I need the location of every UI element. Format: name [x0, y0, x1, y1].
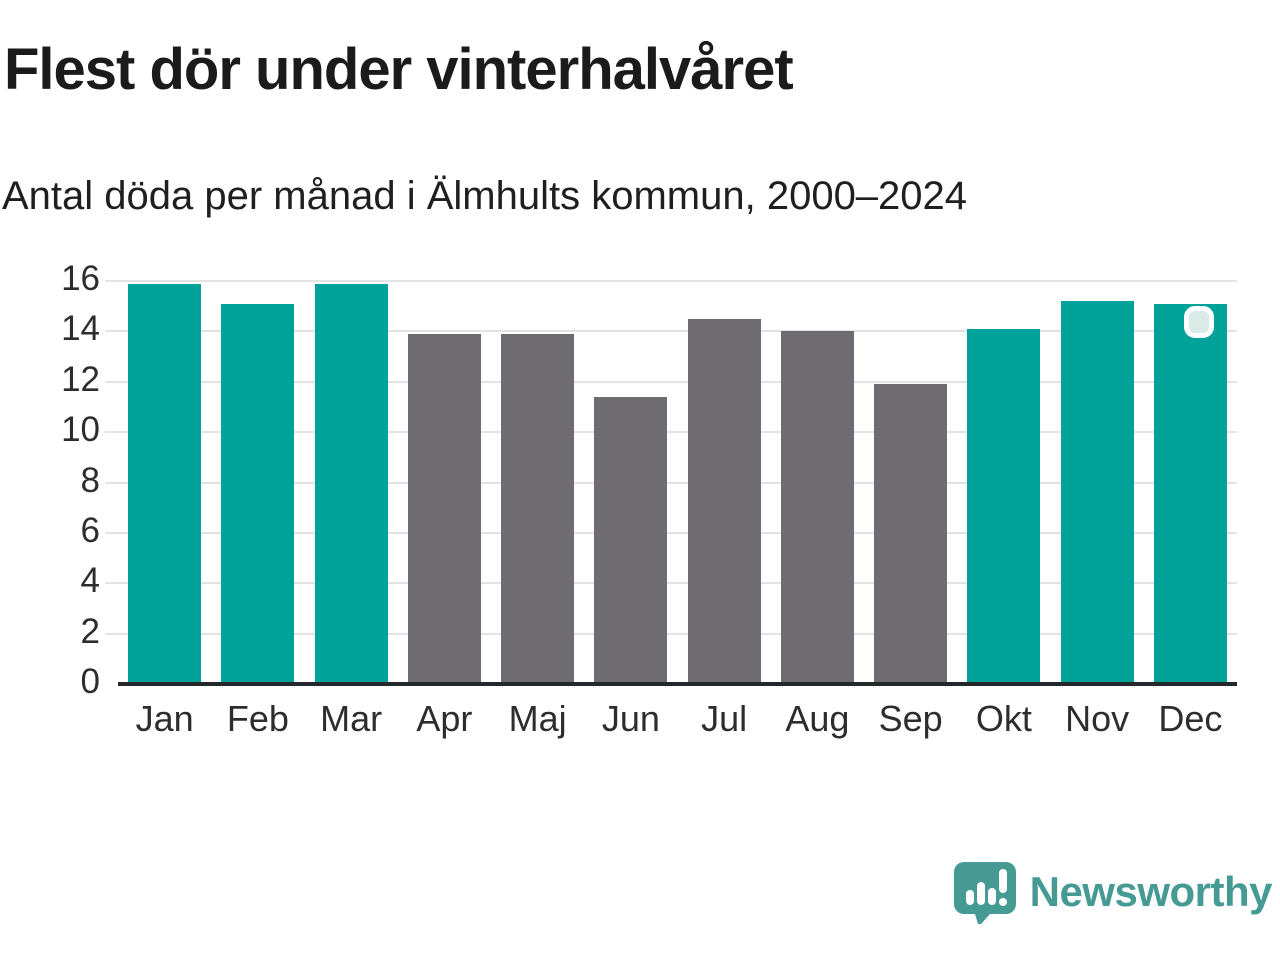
bar-cell-feb — [211, 281, 304, 684]
x-tick-label-okt: Okt — [975, 698, 1032, 739]
bar-cell-jan — [118, 281, 211, 684]
gridline-10 — [105, 431, 1237, 434]
x-tick-label-sep: Sep — [878, 698, 943, 739]
newsworthy-brand[interactable]: Newsworthy — [953, 860, 1273, 924]
y-tick-label-16: 16 — [61, 259, 100, 298]
gridline-12 — [105, 380, 1237, 383]
y-tick-label-14: 14 — [61, 309, 100, 349]
y-tick-label-0: 0 — [80, 662, 100, 701]
bar-cell-dec — [1144, 281, 1237, 684]
bar-feb[interactable] — [221, 303, 295, 684]
x-tick-label-mar: Mar — [320, 698, 383, 739]
bar-aug[interactable] — [780, 331, 854, 684]
gridline-14 — [105, 330, 1237, 333]
bar-cell-sep — [864, 281, 957, 684]
y-tick-label-8: 8 — [80, 460, 100, 500]
bar-nov[interactable] — [1060, 301, 1134, 684]
chart-title: Flest dör under vinterhalvåret — [4, 37, 794, 102]
bar-cell-mar — [305, 281, 398, 684]
x-tick-label-feb: Feb — [226, 698, 289, 739]
bar-dec[interactable] — [1153, 303, 1227, 684]
bar-mar[interactable] — [314, 283, 388, 684]
x-tick-label-jun: Jun — [601, 698, 660, 739]
x-tick-label-jan: Jan — [135, 698, 194, 739]
x-tick-label-dec: Dec — [1158, 698, 1223, 739]
bar-apr[interactable] — [407, 333, 481, 684]
gridline-16 — [105, 280, 1237, 282]
brand-name: Newsworthy — [1029, 868, 1273, 915]
y-tick-label-2: 2 — [80, 611, 100, 651]
bar-cell-okt — [957, 281, 1050, 684]
bar-okt[interactable] — [967, 328, 1041, 684]
bar-jul[interactable] — [687, 318, 761, 684]
bar-cell-aug — [771, 281, 864, 684]
chart-subtitle: Antal döda per månad i Älmhults kommun, … — [2, 174, 968, 218]
x-tick-label-aug: Aug — [785, 698, 850, 739]
bar-maj[interactable] — [501, 333, 575, 684]
bar-cell-apr — [398, 281, 491, 684]
gridline-6 — [105, 531, 1237, 534]
bar-series — [118, 281, 1237, 684]
bar-jun[interactable] — [594, 396, 668, 684]
x-axis-tick-labels: Jan Feb Mar Apr Maj Jun Jul Aug Sep Okt Nov Dec — [118, 698, 1237, 740]
x-tick-label-maj: Maj — [508, 698, 567, 739]
x-tick-label-apr: Apr — [416, 698, 473, 739]
bar-highlight-handle-icon[interactable] — [1183, 305, 1214, 338]
x-tick-label-jul: Jul — [701, 698, 748, 739]
y-tick-label-4: 4 — [80, 561, 100, 601]
bar-cell-jul — [678, 281, 771, 684]
bar-chart-speech-bubble-icon — [953, 862, 1016, 924]
bar-cell-nov — [1051, 281, 1144, 684]
x-tick-label-nov: Nov — [1065, 698, 1130, 739]
bar-jan[interactable] — [128, 283, 202, 684]
y-tick-label-6: 6 — [80, 510, 100, 550]
gridline-8 — [105, 481, 1237, 484]
bar-chart-plot-area: 0 2 4 6 8 10 12 14 16 — [61, 261, 1237, 699]
bar-cell-maj — [491, 281, 584, 684]
y-tick-label-10: 10 — [61, 410, 100, 450]
bar-cell-jun — [584, 281, 677, 684]
y-tick-label-12: 12 — [61, 359, 100, 399]
x-axis-line — [118, 682, 1237, 686]
bar-sep[interactable] — [874, 384, 948, 684]
gridline-4 — [105, 582, 1237, 585]
gridline-2 — [105, 632, 1237, 635]
